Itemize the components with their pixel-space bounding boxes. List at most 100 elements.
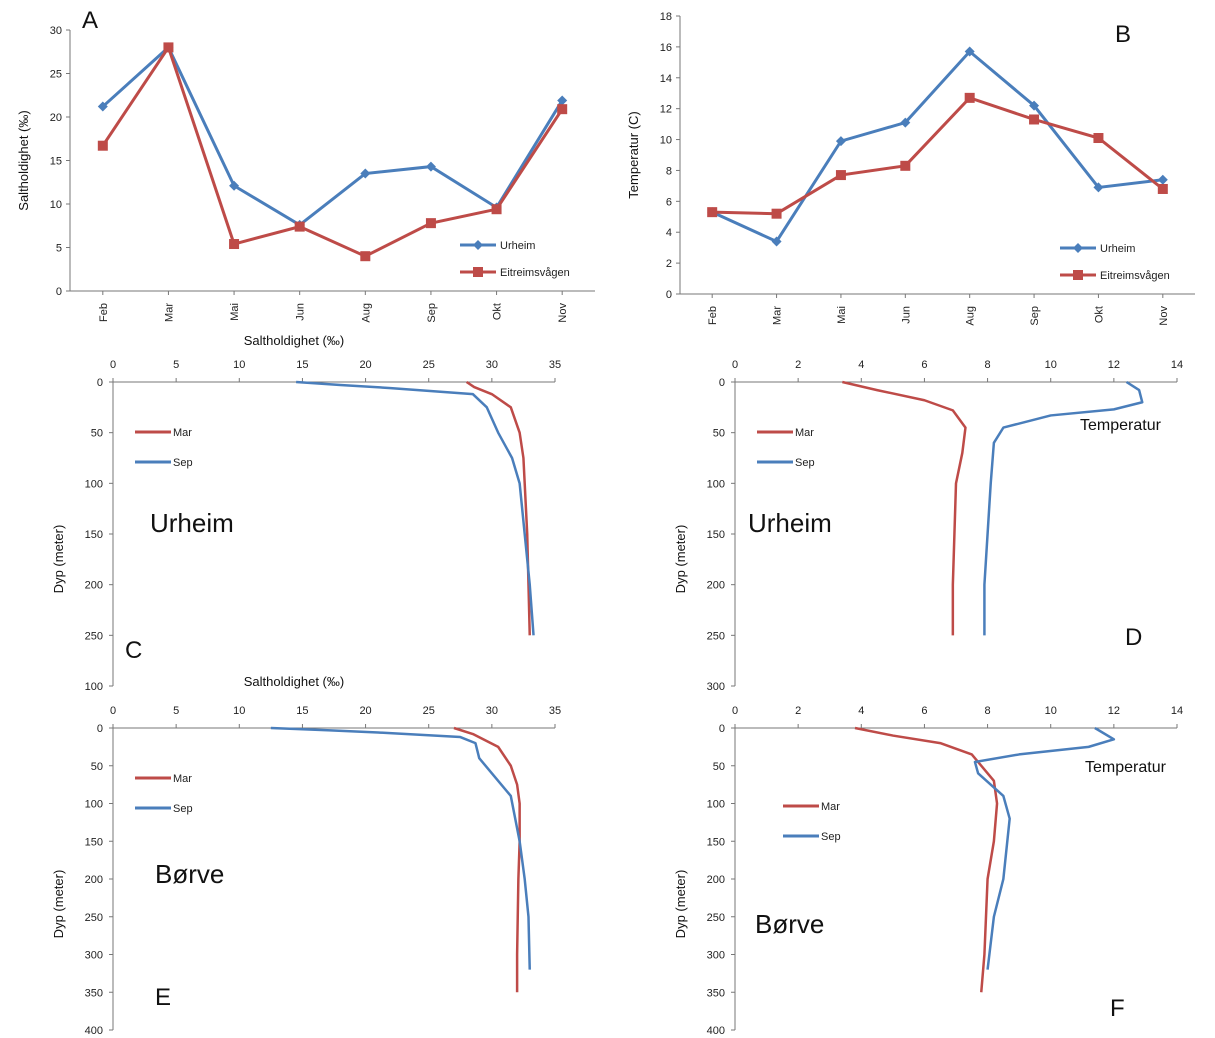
y-tick-label: 2	[666, 258, 672, 270]
legend-label: Sep	[821, 831, 841, 843]
data-point-eitreimsvågen	[707, 207, 718, 218]
y-tick-label: 300	[85, 950, 103, 962]
x-tick-label: Mai	[836, 306, 848, 324]
y-tick-label: 16	[660, 42, 672, 54]
x-tick-label: 5	[173, 359, 179, 371]
data-point-eitreimsvågen	[163, 42, 174, 53]
profile-line-sep	[973, 726, 1116, 970]
legend-label: Urheim	[500, 240, 535, 252]
data-point-urheim	[771, 236, 782, 247]
y-axis-title: Dyp (meter)	[51, 525, 66, 594]
panel-letter: C	[125, 637, 142, 664]
data-point-urheim	[964, 46, 975, 57]
panel-letter: E	[155, 984, 171, 1011]
y-tick-label: 100	[707, 478, 725, 490]
data-point-urheim	[900, 117, 911, 128]
y-tick-label: 4	[666, 227, 672, 239]
x-tick-label: 2	[795, 359, 801, 371]
legend-marker	[1073, 270, 1083, 280]
x-tick-label: 8	[985, 705, 991, 717]
y-tick-label: 100	[85, 681, 103, 693]
y-tick-label: 6	[666, 196, 672, 208]
panel-letter: D	[1125, 624, 1142, 651]
legend-marker	[473, 267, 483, 277]
x-tick-label: 6	[921, 705, 927, 717]
y-tick-label: 14	[660, 73, 672, 85]
y-tick-label: 400	[707, 1025, 725, 1037]
x-axis-title: Saltholdighet (‰)	[244, 674, 344, 689]
y-tick-label: 150	[707, 529, 725, 541]
y-tick-label: 50	[713, 428, 725, 440]
x-tick-label: 4	[858, 359, 864, 371]
x-tick-label: 20	[359, 705, 371, 717]
x-tick-label: Nov	[1158, 306, 1170, 326]
legend-label: Mar	[821, 801, 840, 813]
y-tick-label: 350	[707, 987, 725, 999]
y-tick-label: 10	[50, 199, 62, 211]
legend-marker	[1073, 243, 1083, 253]
x-tick-label: 20	[359, 359, 371, 371]
x-tick-label: 2	[795, 705, 801, 717]
y-tick-label: 0	[719, 723, 725, 735]
x-tick-label: 35	[549, 705, 561, 717]
data-point-urheim	[1029, 100, 1040, 111]
x-tick-label: 10	[233, 359, 245, 371]
x-tick-label: 25	[423, 359, 435, 371]
y-axis-title: Dyp (meter)	[673, 870, 688, 939]
x-tick-label: Jun	[900, 306, 912, 324]
data-point-eitreimsvågen	[1157, 183, 1168, 194]
y-tick-label: 0	[719, 377, 725, 389]
legend-label: Mar	[173, 427, 192, 439]
panel-letter: A	[82, 7, 98, 34]
data-point-eitreimsvågen	[97, 140, 108, 151]
y-tick-label: 0	[97, 723, 103, 735]
panel-letter: B	[1115, 21, 1131, 48]
x-tick-label: Nov	[557, 303, 569, 323]
x-tick-label: 5	[173, 705, 179, 717]
panel-letter: F	[1110, 995, 1125, 1022]
y-tick-label: 15	[50, 156, 62, 168]
y-tick-label: 200	[707, 580, 725, 592]
y-tick-label: 200	[85, 580, 103, 592]
y-tick-label: 0	[56, 286, 62, 298]
x-tick-label: Aug	[360, 303, 372, 323]
profile-line-mar	[842, 380, 967, 636]
x-tick-label: 6	[921, 359, 927, 371]
x-tick-label: Okt	[1093, 306, 1105, 323]
x-tick-label: 12	[1108, 705, 1120, 717]
series-line-urheim	[711, 49, 1163, 244]
y-tick-label: 50	[713, 761, 725, 773]
y-tick-label: 250	[707, 912, 725, 924]
data-point-eitreimsvågen	[360, 251, 371, 262]
x-tick-label: 35	[549, 359, 561, 371]
x-tick-label: Aug	[965, 306, 977, 326]
x-tick-label: Sep	[426, 303, 438, 323]
legend-label: Sep	[173, 803, 193, 815]
y-tick-label: 25	[50, 69, 62, 81]
site-label: Urheim	[150, 508, 234, 538]
profile-line-sep	[983, 380, 1144, 636]
y-tick-label: 250	[85, 912, 103, 924]
x-tick-label: Feb	[707, 306, 719, 325]
legend-label: Urheim	[1100, 243, 1135, 255]
y-tick-label: 20	[50, 112, 62, 124]
x-tick-label: Mar	[163, 303, 175, 322]
x-tick-label: 10	[1045, 359, 1057, 371]
y-tick-label: 150	[707, 836, 725, 848]
annotation-label: Temperatur	[1080, 417, 1162, 434]
x-tick-label: 8	[985, 359, 991, 371]
data-point-eitreimsvågen	[229, 239, 240, 250]
profile-line-sep	[296, 380, 535, 636]
x-axis-title: Saltholdighet (‰)	[244, 333, 344, 348]
y-tick-label: 50	[91, 428, 103, 440]
y-tick-label: 150	[85, 529, 103, 541]
y-tick-label: 10	[660, 135, 672, 147]
y-tick-label: 18	[660, 11, 672, 23]
y-tick-label: 350	[85, 987, 103, 999]
y-tick-label: 150	[85, 836, 103, 848]
y-tick-label: 250	[707, 630, 725, 642]
x-tick-label: 12	[1108, 359, 1120, 371]
y-tick-label: 100	[85, 799, 103, 811]
y-tick-label: 250	[85, 630, 103, 642]
x-tick-label: 10	[233, 705, 245, 717]
